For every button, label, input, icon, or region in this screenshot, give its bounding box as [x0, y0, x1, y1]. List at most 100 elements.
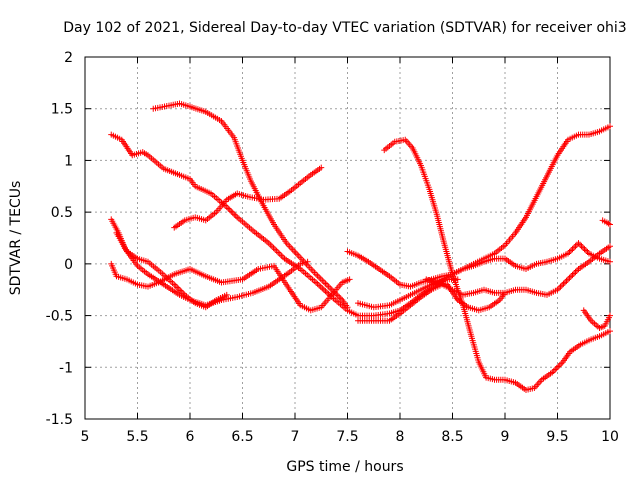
- chart-title: Day 102 of 2021, Sidereal Day-to-day VTE…: [63, 20, 626, 36]
- data-point: [318, 164, 325, 171]
- data-point: [314, 272, 321, 279]
- data-point: [316, 274, 323, 281]
- data-point: [569, 246, 576, 253]
- y-tick-label: 0: [64, 257, 73, 273]
- series: [580, 307, 613, 331]
- x-tick-label: 9: [501, 429, 510, 445]
- data-point: [319, 285, 326, 292]
- data-point: [317, 283, 324, 290]
- series: [108, 216, 311, 309]
- x-tick-label: 8.5: [441, 429, 463, 445]
- data-point: [273, 247, 280, 254]
- series: [171, 164, 325, 231]
- data-point: [562, 279, 568, 286]
- x-tick-labels: 5 5.5 6 6.5 7 7.5 8 8.5 9 9.5 10: [81, 429, 619, 445]
- data-point: [558, 360, 565, 367]
- data-point: [304, 258, 311, 265]
- y-tick-label: 1: [64, 153, 73, 169]
- data-point: [322, 280, 329, 287]
- data-point: [319, 277, 326, 284]
- data-point: [454, 276, 461, 283]
- data-point: [578, 243, 585, 250]
- x-axis-label: GPS time / hours: [286, 459, 403, 475]
- data-point: [568, 273, 574, 280]
- data-point: [566, 274, 573, 281]
- x-tick-label: 10: [601, 429, 619, 445]
- data-point: [572, 268, 579, 275]
- y-tick-label: -1.5: [46, 412, 73, 428]
- data-point: [270, 244, 277, 251]
- series: [599, 217, 613, 228]
- data-point: [320, 278, 327, 285]
- data-point: [279, 254, 286, 261]
- data-point: [314, 280, 321, 287]
- data-point: [322, 288, 329, 295]
- data-point: [607, 123, 613, 130]
- data-point: [568, 247, 574, 254]
- data-point: [569, 271, 576, 278]
- series: [150, 100, 351, 311]
- data-point: [324, 282, 331, 289]
- x-tick-label: 6.5: [231, 429, 253, 445]
- data-point: [581, 246, 588, 253]
- series: [355, 240, 613, 311]
- y-tick-label: -1: [59, 360, 73, 376]
- data-point: [275, 249, 282, 256]
- data-point: [267, 241, 274, 248]
- data-point: [571, 244, 577, 251]
- x-tick-label: 8: [396, 429, 405, 445]
- data-point: [557, 283, 564, 290]
- data-point: [607, 221, 613, 228]
- x-tick-label: 9.5: [546, 429, 568, 445]
- y-tick-label: -0.5: [46, 309, 73, 325]
- x-tick-label: 6: [186, 429, 195, 445]
- data-point: [550, 367, 557, 374]
- series: [108, 131, 461, 319]
- data-point: [565, 276, 571, 283]
- data-point: [560, 280, 567, 287]
- data-point: [583, 247, 589, 254]
- data-point: [607, 243, 613, 250]
- data-point: [346, 276, 353, 283]
- data-point: [174, 284, 181, 291]
- x-tick-label: 7.5: [336, 429, 358, 445]
- data-point: [607, 312, 613, 319]
- data-point: [223, 291, 230, 298]
- data-point: [232, 212, 239, 219]
- y-tick-label: 0.5: [51, 205, 73, 221]
- data-point: [553, 365, 560, 372]
- data-point: [580, 244, 586, 251]
- data-point: [577, 241, 583, 248]
- data-point: [276, 251, 283, 258]
- data-point: [607, 328, 613, 335]
- data-point: [325, 283, 332, 290]
- data-markers: [108, 100, 613, 394]
- series: [355, 243, 613, 324]
- series: [108, 260, 353, 314]
- data-point: [272, 246, 279, 253]
- series: [423, 276, 508, 314]
- data-point: [225, 205, 232, 212]
- data-point: [563, 277, 570, 284]
- y-axis-label: SDTVAR / TECUs: [8, 181, 24, 296]
- data-point: [502, 289, 508, 296]
- data-point: [317, 275, 324, 282]
- data-point: [278, 252, 285, 259]
- data-point: [574, 267, 580, 274]
- y-tick-labels: -1.5 -1 -0.5 0 0.5 1 1.5 2: [46, 50, 73, 428]
- data-point: [320, 286, 327, 293]
- series: [381, 136, 613, 394]
- data-point: [268, 243, 275, 250]
- x-tick-label: 7: [291, 429, 300, 445]
- series: [113, 229, 230, 311]
- data-point: [571, 270, 577, 277]
- y-tick-label: 2: [64, 50, 73, 66]
- x-tick-label: 5.5: [126, 429, 148, 445]
- data-point: [344, 304, 351, 311]
- data-point: [228, 208, 235, 215]
- data-point: [316, 282, 323, 289]
- data-point: [572, 243, 579, 250]
- data-point: [575, 240, 582, 247]
- data-point: [229, 209, 236, 216]
